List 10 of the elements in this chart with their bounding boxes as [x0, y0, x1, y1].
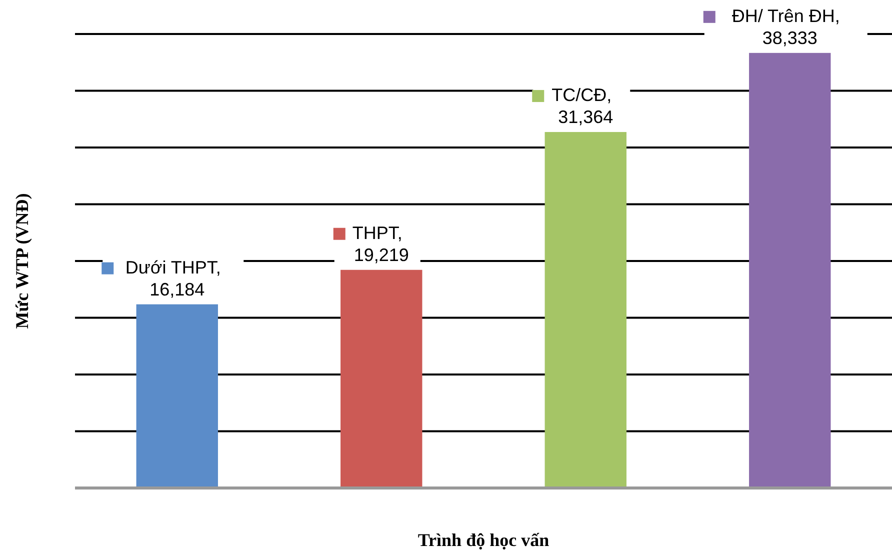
- bar: [136, 304, 218, 488]
- bar: [749, 52, 831, 488]
- x-axis-title: Trình độ học vấn: [418, 530, 550, 550]
- data-label: ĐH/ Trên ĐH, 38,333: [732, 6, 840, 48]
- data-label: Dưới THPT, 16,184: [125, 257, 221, 300]
- bar: [544, 132, 626, 488]
- bar: [340, 270, 422, 488]
- y-axis-title: Mức WTP (VNĐ): [12, 193, 32, 329]
- data-label: TC/CĐ, 31,364: [552, 85, 614, 128]
- data-label: THPT, 19,219: [352, 222, 409, 265]
